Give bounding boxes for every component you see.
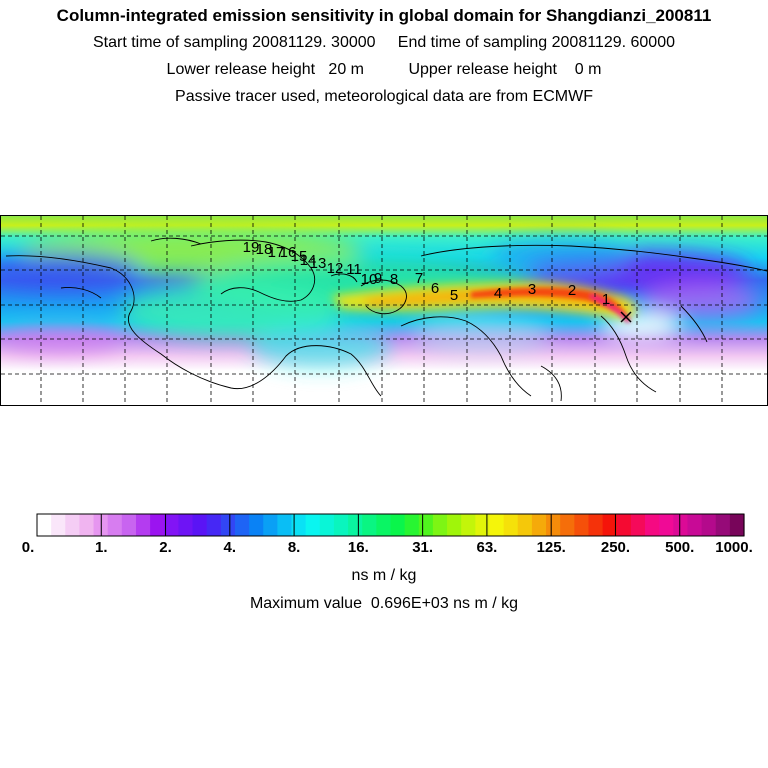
colorbar-cell	[121, 514, 137, 536]
colorbar-cell	[376, 514, 392, 536]
colorbar-cell	[249, 514, 264, 536]
trajectory-day-label: 3	[528, 281, 536, 298]
colorbar-cell	[404, 514, 420, 536]
colorbar-cell	[418, 514, 434, 536]
colorbar-cell	[461, 514, 476, 536]
colorbar	[36, 513, 745, 537]
colorbar-cell	[574, 514, 590, 536]
colorbar-cell	[348, 514, 363, 536]
colorbar-cell	[362, 514, 377, 536]
colorbar-cell	[192, 514, 208, 536]
colorbar-tick-label: 0.	[21, 539, 35, 556]
colorbar-cell	[630, 514, 646, 536]
graticule	[1, 216, 767, 405]
colorbar-cell	[517, 514, 533, 536]
colorbar-tick-label: 250.	[600, 539, 631, 556]
colorbar-cell	[135, 514, 151, 536]
trajectory-day-label: 4	[494, 285, 502, 302]
colorbar-cell	[333, 514, 349, 536]
colorbar-cell	[616, 514, 632, 536]
colorbar-cell	[277, 514, 293, 536]
coastlines	[5, 237, 767, 402]
colorbar-cell	[291, 514, 307, 536]
trajectory-day-label: 17	[268, 244, 285, 261]
colorbar-tick-label: 8.	[287, 539, 301, 556]
release-height-line: Lower release height 20 m Upper release …	[166, 61, 602, 78]
colorbar-tick-label: 4.	[223, 539, 237, 556]
colorbar-cell	[206, 514, 222, 536]
colorbar-cell	[150, 514, 165, 536]
colorbar-border	[36, 513, 745, 537]
colorbar-cell	[319, 514, 335, 536]
colorbar-tick-label: 125.	[536, 539, 566, 556]
colorbar-cell	[729, 514, 745, 536]
colorbar-cell	[432, 514, 448, 536]
colorbar-tick-label: 63.	[476, 539, 498, 556]
colorbar-cell	[447, 514, 462, 536]
colorbar-tick-label: 500.	[665, 539, 695, 556]
transport-core	[471, 287, 631, 324]
colorbar-cell	[79, 514, 95, 536]
maximum-value-text: Maximum value 0.696E+03 ns m / kg	[249, 595, 519, 612]
colorbar-cell	[560, 514, 575, 536]
trajectory-day-label: 16	[280, 244, 297, 261]
trajectory-day-label: 13	[310, 255, 327, 272]
colorbar-cell	[37, 514, 52, 536]
colorbar-cell	[602, 514, 618, 536]
trajectory-day-label: 2	[568, 282, 576, 299]
colorbar-cell	[234, 514, 250, 536]
trajectory-day-label: 9	[374, 270, 382, 287]
colorbar-cell	[220, 514, 236, 536]
colorbar-cell	[489, 514, 505, 536]
colorbar-tick-label: 31.	[412, 539, 434, 556]
colorbar-cell	[645, 514, 660, 536]
colorbar-tick-label: 2.	[159, 539, 172, 556]
colorbar-cell	[503, 514, 519, 536]
colorbar-cell	[51, 514, 66, 536]
colorbar-cell	[659, 514, 674, 536]
colorbar-cell	[390, 514, 406, 536]
trajectory-day-label: 1	[602, 291, 610, 308]
trajectory-day-label: 11	[346, 261, 362, 278]
colorbar-cell	[65, 514, 81, 536]
colorbar-cell	[673, 514, 689, 536]
trajectory-day-label: 14	[300, 252, 317, 269]
trajectory-day-label: 7	[415, 270, 423, 287]
figure-title: Column-integrated emission sensitivity i…	[56, 6, 712, 25]
colorbar-cell	[305, 514, 321, 536]
colorbar-cell	[263, 514, 278, 536]
trajectory-day-label: 8	[390, 271, 398, 288]
tracer-info-line: Passive tracer used, meteorological data…	[175, 88, 593, 105]
colorbar-cell	[178, 514, 194, 536]
colorbar-cell	[687, 514, 703, 536]
emission-sensitivity-map: 1 2 3 4 5 6 7 8 9 10 11 12 13 14 15 16 17 18 19	[0, 215, 768, 406]
sensitivity-plumes	[1, 229, 761, 368]
colorbar-cell	[475, 514, 491, 536]
colorbar-tick-label: 1000.	[715, 539, 753, 556]
colorbar-cell	[588, 514, 604, 536]
colorbar-cell	[164, 514, 179, 536]
trajectory-day-label: 19	[243, 239, 260, 256]
trajectory-day-label: 18	[256, 241, 273, 258]
colorbar-cell	[531, 514, 547, 536]
trajectory-day-label: 5	[450, 287, 458, 304]
colorbar-tick-label: 1.	[95, 539, 108, 556]
trajectory-day-label: 15	[291, 248, 308, 265]
colorbar-unit: ns m / kg	[351, 567, 417, 584]
colorbar-tick-label: 16.	[347, 539, 369, 556]
trajectory-day-label: 12	[327, 260, 344, 277]
sampling-time-line: Start time of sampling 20081129. 30000 E…	[92, 34, 675, 51]
colorbar-cell	[701, 514, 717, 536]
x-icon	[620, 311, 632, 323]
colorbar-cell	[715, 514, 731, 536]
colorbar-cell	[546, 514, 561, 536]
colorbar-cell	[107, 514, 123, 536]
trajectory-day-label: 6	[431, 280, 439, 297]
trajectory-day-label: 10	[361, 271, 378, 288]
